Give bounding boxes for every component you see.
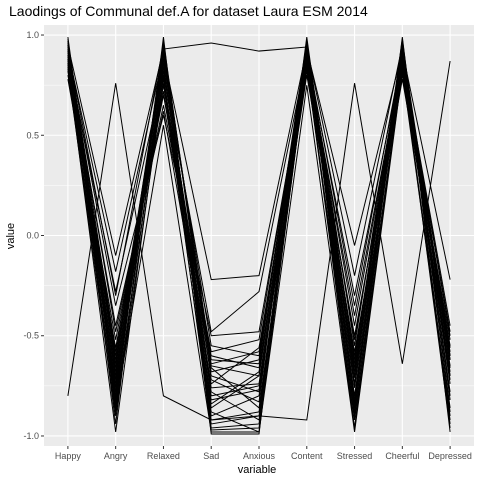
x-tick-label: Relaxed [147,451,180,461]
x-tick-label: Stressed [337,451,373,461]
series-line-29 [67,61,451,421]
y-tick-label: -0.5 [23,331,39,341]
x-tick-label: Happy [55,451,82,461]
series-line-30 [67,63,451,433]
x-axis: Happy Angry Relaxed Sad Anxious Content Stress… [55,446,472,461]
y-tick-label: 0.5 [26,130,39,140]
x-tick-label: Content [291,451,323,461]
y-axis: 1.0 0.5 0.0 -0.5 -1.0 [23,30,44,441]
y-tick-label: 0.0 [26,231,39,241]
x-tick-label: Anxious [243,451,276,461]
series-line-22 [67,54,451,337]
y-tick-label: -1.0 [23,431,39,441]
y-axis-title: value [5,223,17,249]
x-tick-label: Sad [203,451,219,461]
series-line-20 [67,75,451,401]
x-tick-label: Cheerful [385,451,419,461]
x-tick-label: Depressed [428,451,472,461]
x-tick-label: Angry [104,451,128,461]
series-line-21 [67,40,451,429]
series-line-19 [67,44,451,368]
series-lines [67,36,451,435]
series-line-27 [67,48,451,281]
x-axis-title: variable [238,464,277,476]
series-line-28 [67,54,451,333]
y-tick-label: 1.0 [26,30,39,40]
chart-title: Laodings of Communal def.A for dataset L… [9,3,368,19]
series-line-24 [67,58,451,385]
